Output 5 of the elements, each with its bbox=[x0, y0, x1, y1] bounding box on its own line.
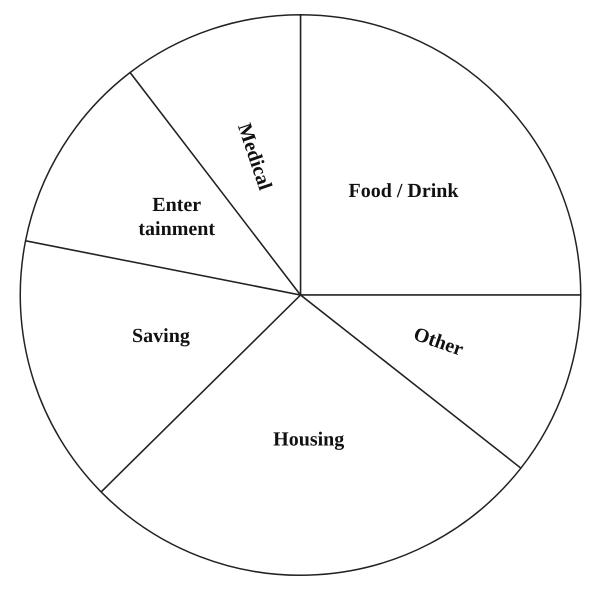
slice-label: Enter tainment bbox=[138, 194, 216, 240]
slice-label: Housing bbox=[273, 428, 344, 451]
slice-label: Other bbox=[410, 323, 466, 361]
slice-label: Saving bbox=[132, 325, 190, 348]
slice-label: Food / Drink bbox=[348, 180, 460, 202]
